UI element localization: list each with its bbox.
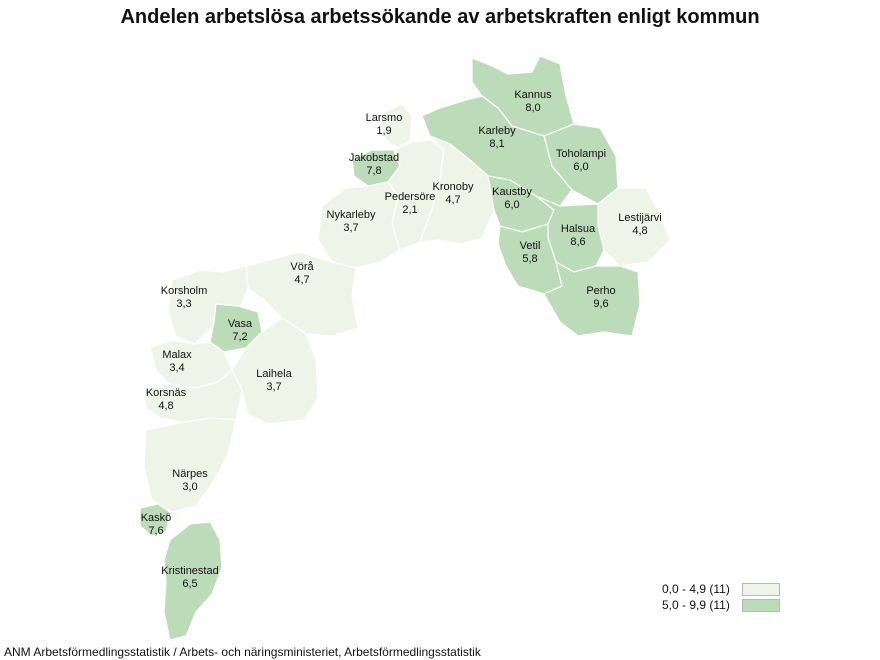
label-value-vetil: 5,8: [522, 253, 537, 265]
label-name-kristinestad: Kristinestad: [161, 565, 218, 577]
legend: 0,0 - 4,9 (11) 5,0 - 9,9 (11): [662, 581, 780, 613]
label-name-v-r-: Vörå: [290, 261, 314, 273]
legend-label-high: 5,0 - 9,9 (11): [662, 598, 730, 612]
label-value-kronoby: 4,7: [445, 194, 460, 206]
label-name-perho: Perho: [586, 285, 615, 297]
label-value-jakobstad: 7,8: [366, 165, 381, 177]
label-value-malax: 3,4: [169, 362, 184, 374]
label-name-larsmo: Larsmo: [366, 112, 403, 124]
label-value-kaustby: 6,0: [504, 199, 519, 211]
label-name-vetil: Vetil: [520, 240, 541, 252]
label-name-karleby: Karleby: [478, 125, 516, 137]
label-value-kask-: 7,6: [148, 525, 163, 537]
label-name-lestij-rvi: Lestijärvi: [618, 212, 661, 224]
label-value-nykarleby: 3,7: [343, 222, 358, 234]
legend-label-low: 0,0 - 4,9 (11): [662, 582, 730, 596]
label-name-korsn-s: Korsnäs: [146, 387, 187, 399]
label-value-kannus: 8,0: [525, 102, 540, 114]
label-name-malax: Malax: [162, 349, 192, 361]
legend-swatch-high: [742, 598, 780, 612]
label-name-laihela: Laihela: [256, 368, 292, 380]
label-name-kask-: Kaskö: [141, 512, 172, 524]
region-n-rpes[interactable]: [143, 417, 237, 513]
label-name-kannus: Kannus: [514, 89, 552, 101]
region-nykarleby[interactable]: [317, 181, 401, 269]
region-larsmo[interactable]: [379, 103, 413, 149]
label-value-v-r-: 4,7: [294, 274, 309, 286]
label-value-n-rpes: 3,0: [182, 481, 197, 493]
map-title: Andelen arbetslösa arbetssökande av arbe…: [120, 6, 760, 28]
label-name-nykarleby: Nykarleby: [327, 209, 376, 221]
label-value-kristinestad: 6,5: [182, 578, 197, 590]
source-note: ANM Arbetsförmedlingsstatistik / Arbets-…: [4, 645, 481, 659]
legend-item-high: 5,0 - 9,9 (11): [662, 597, 780, 613]
label-value-vasa: 7,2: [232, 331, 247, 343]
region-kronoby[interactable]: [419, 135, 495, 245]
label-name-jakobstad: Jakobstad: [349, 152, 399, 164]
legend-swatch-low: [742, 582, 780, 596]
label-value-perho: 9,6: [593, 298, 608, 310]
region-v-r-[interactable]: [245, 251, 359, 337]
label-name-n-rpes: Närpes: [172, 468, 208, 480]
region-kask-[interactable]: [139, 503, 171, 537]
label-value-korsn-s: 4,8: [158, 400, 173, 412]
label-name-kaustby: Kaustby: [492, 186, 532, 198]
label-value-karleby: 8,1: [489, 138, 504, 150]
label-value-lestij-rvi: 4,8: [632, 225, 647, 237]
label-value-toholampi: 6,0: [573, 161, 588, 173]
label-value-halsua: 8,6: [570, 236, 585, 248]
label-value-laihela: 3,7: [266, 381, 281, 393]
region-korsn-s[interactable]: [143, 369, 243, 423]
label-value-larsmo: 1,9: [376, 125, 391, 137]
label-name-korsholm: Korsholm: [161, 285, 207, 297]
region-kristinestad[interactable]: [163, 521, 223, 641]
region-perho[interactable]: [543, 260, 641, 337]
label-name-halsua: Halsua: [561, 223, 596, 235]
legend-item-low: 0,0 - 4,9 (11): [662, 581, 780, 597]
label-name-vasa: Vasa: [228, 318, 253, 330]
label-name-toholampi: Toholampi: [556, 148, 606, 160]
label-value-peders-re: 2,1: [402, 204, 417, 216]
label-name-kronoby: Kronoby: [433, 181, 474, 193]
label-value-korsholm: 3,3: [176, 298, 191, 310]
label-name-peders-re: Pedersöre: [385, 191, 436, 203]
